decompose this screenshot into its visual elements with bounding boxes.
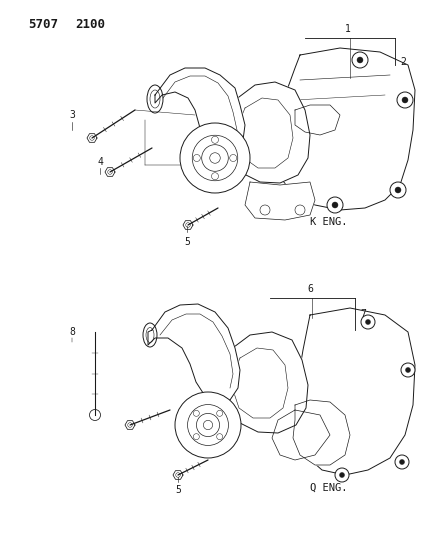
Circle shape bbox=[361, 315, 375, 329]
Text: Q ENG.: Q ENG. bbox=[310, 483, 347, 493]
Text: 2: 2 bbox=[400, 57, 406, 67]
Text: 6: 6 bbox=[307, 284, 313, 294]
Polygon shape bbox=[155, 68, 245, 148]
Polygon shape bbox=[245, 182, 315, 220]
Circle shape bbox=[187, 405, 229, 446]
Text: 1: 1 bbox=[345, 24, 351, 34]
Circle shape bbox=[397, 92, 413, 108]
Text: 2100: 2100 bbox=[75, 18, 105, 31]
Circle shape bbox=[366, 319, 371, 325]
Circle shape bbox=[192, 135, 238, 181]
Circle shape bbox=[357, 57, 363, 63]
Circle shape bbox=[352, 52, 368, 68]
Circle shape bbox=[390, 182, 406, 198]
Circle shape bbox=[401, 363, 415, 377]
Circle shape bbox=[402, 97, 408, 103]
Circle shape bbox=[211, 136, 218, 143]
Polygon shape bbox=[293, 400, 350, 465]
Text: K ENG.: K ENG. bbox=[310, 217, 347, 227]
Text: 4: 4 bbox=[97, 157, 103, 167]
Circle shape bbox=[180, 123, 250, 193]
Polygon shape bbox=[223, 332, 308, 433]
Circle shape bbox=[202, 144, 228, 171]
Circle shape bbox=[405, 367, 411, 373]
Polygon shape bbox=[148, 304, 240, 402]
Polygon shape bbox=[225, 82, 310, 183]
Polygon shape bbox=[272, 410, 330, 460]
Circle shape bbox=[211, 173, 218, 180]
Text: 7: 7 bbox=[360, 309, 366, 319]
Circle shape bbox=[193, 155, 200, 161]
Circle shape bbox=[230, 155, 237, 161]
Text: 8: 8 bbox=[69, 327, 75, 337]
Text: 5: 5 bbox=[175, 485, 181, 495]
Polygon shape bbox=[295, 308, 415, 475]
Polygon shape bbox=[278, 48, 415, 210]
Polygon shape bbox=[295, 105, 340, 135]
Circle shape bbox=[210, 153, 220, 163]
Circle shape bbox=[203, 421, 213, 430]
Text: 3: 3 bbox=[69, 110, 75, 120]
Circle shape bbox=[193, 434, 199, 440]
Circle shape bbox=[175, 392, 241, 458]
Circle shape bbox=[327, 197, 343, 213]
Circle shape bbox=[193, 410, 199, 416]
Circle shape bbox=[339, 472, 344, 478]
Circle shape bbox=[399, 459, 405, 464]
Text: 5707: 5707 bbox=[28, 18, 58, 31]
Text: 5: 5 bbox=[184, 237, 190, 247]
Circle shape bbox=[395, 187, 401, 193]
Circle shape bbox=[217, 434, 223, 440]
Circle shape bbox=[395, 455, 409, 469]
Circle shape bbox=[196, 414, 220, 437]
Circle shape bbox=[332, 202, 338, 208]
Circle shape bbox=[217, 410, 223, 416]
Circle shape bbox=[335, 468, 349, 482]
